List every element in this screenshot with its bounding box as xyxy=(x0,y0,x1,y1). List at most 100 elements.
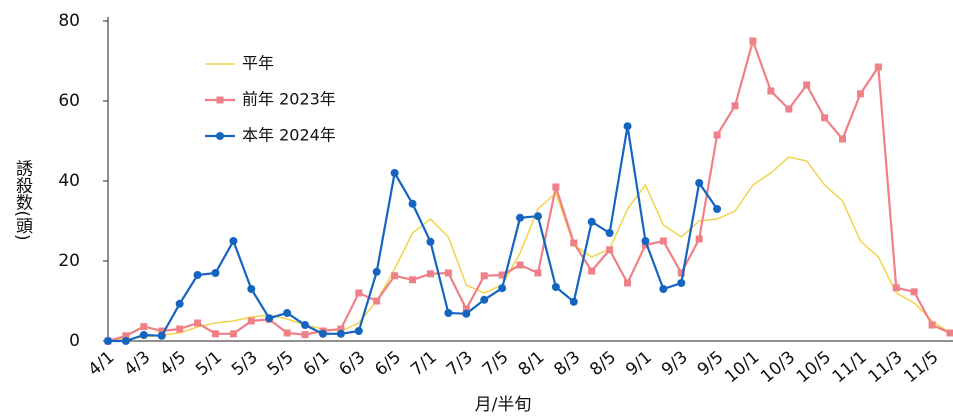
x-tick-label: 4/3 xyxy=(120,347,154,380)
point xyxy=(229,330,237,338)
point xyxy=(122,332,130,340)
x-tick-label: 11/3 xyxy=(865,347,907,387)
point xyxy=(372,267,381,276)
point xyxy=(606,246,614,254)
point xyxy=(158,327,166,335)
legend-marker xyxy=(216,96,224,104)
point xyxy=(444,269,452,277)
point xyxy=(373,297,381,305)
point xyxy=(211,269,220,277)
point xyxy=(462,305,470,313)
point xyxy=(892,284,900,292)
y-tick-label: 0 xyxy=(69,331,80,351)
point xyxy=(821,114,829,122)
point xyxy=(641,237,650,245)
point xyxy=(910,288,918,296)
point xyxy=(605,229,614,237)
point xyxy=(336,329,345,338)
point xyxy=(176,325,184,333)
x-tick-label: 11/5 xyxy=(900,347,942,387)
point xyxy=(803,81,811,89)
x-tick-label: 9/3 xyxy=(658,347,692,380)
point xyxy=(426,237,435,246)
point xyxy=(444,309,453,317)
point xyxy=(480,295,489,304)
point xyxy=(462,309,471,318)
legend-label: 平年 xyxy=(242,54,274,73)
point xyxy=(839,135,847,143)
point xyxy=(301,331,309,339)
x-tick-label: 7/1 xyxy=(407,347,441,380)
point xyxy=(211,330,219,338)
point xyxy=(677,279,686,287)
point xyxy=(121,337,130,345)
point xyxy=(391,272,399,280)
series-line xyxy=(107,37,951,343)
x-axis-title: 月/半旬 xyxy=(475,395,532,415)
y-axis-title: 誘殺数(頭) xyxy=(12,159,33,240)
y-tick-label: 20 xyxy=(58,251,80,271)
point xyxy=(390,169,399,177)
x-tick-label: 5/1 xyxy=(192,347,226,380)
point xyxy=(265,314,274,323)
x-tick-label: 10/3 xyxy=(757,347,799,387)
point xyxy=(318,329,327,338)
point xyxy=(856,90,864,98)
point xyxy=(301,321,310,329)
point xyxy=(587,217,596,226)
point xyxy=(354,327,363,335)
point xyxy=(785,105,793,113)
point xyxy=(624,279,632,287)
x-tick-label: 7/5 xyxy=(479,347,513,380)
y-tick-label: 40 xyxy=(58,171,80,191)
point xyxy=(104,337,112,345)
point xyxy=(139,331,148,339)
point xyxy=(569,297,578,306)
point xyxy=(426,270,434,278)
point xyxy=(551,283,560,291)
x-tick-label: 6/3 xyxy=(335,347,369,380)
point xyxy=(194,319,202,327)
y-tick-label: 80 xyxy=(58,11,80,31)
point xyxy=(713,205,722,213)
legend-label: 前年 2023年 xyxy=(242,90,336,109)
x-tick-label: 8/3 xyxy=(550,347,584,380)
point xyxy=(516,213,525,222)
point xyxy=(408,199,417,208)
x-tick-label: 6/5 xyxy=(371,347,405,380)
point xyxy=(157,331,166,340)
x-tick-label: 9/1 xyxy=(622,347,656,380)
x-tick-label: 10/5 xyxy=(793,347,835,387)
point xyxy=(534,269,542,277)
point xyxy=(498,284,507,293)
point xyxy=(767,87,775,95)
point xyxy=(677,269,685,277)
series-line xyxy=(107,156,951,341)
point xyxy=(749,37,757,45)
point xyxy=(874,63,882,71)
point xyxy=(928,321,936,329)
point xyxy=(247,285,256,293)
point xyxy=(283,329,291,337)
x-tick-label: 9/5 xyxy=(694,347,728,380)
x-tick-label: 5/5 xyxy=(264,347,298,380)
point xyxy=(731,102,739,110)
point xyxy=(623,122,632,131)
y-tick-label: 60 xyxy=(58,91,80,111)
point xyxy=(175,299,184,308)
x-tick-label: 11/1 xyxy=(829,347,871,387)
legend-label: 本年 2024年 xyxy=(242,126,336,145)
point xyxy=(498,271,506,279)
point xyxy=(480,272,488,280)
legend-marker xyxy=(216,132,224,140)
point xyxy=(516,261,524,269)
point xyxy=(533,212,542,221)
point xyxy=(946,329,953,337)
point xyxy=(229,237,238,245)
point xyxy=(588,267,596,275)
x-tick-label: 6/1 xyxy=(300,347,334,380)
point xyxy=(570,239,578,247)
point xyxy=(193,271,202,279)
